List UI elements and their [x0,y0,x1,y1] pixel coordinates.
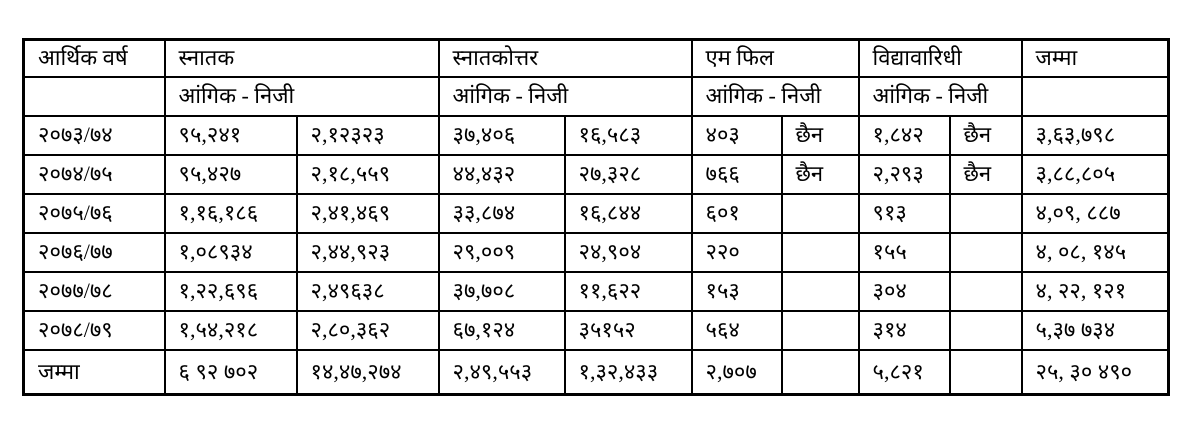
cell-year: २०७५/७६ [22,192,166,234]
table-row-2073-74: २०७३/७४ ९५,२४१ २,१२३२३ ३७,४०६ १६,५८३ ४०३… [22,114,1170,156]
cell-value: ६७,१२४ [437,309,566,351]
header-group-masters: स्नातकोत्तर [437,38,693,78]
cell-year: २०७३/७४ [22,114,166,156]
cell-row-total: २५, ३० ४९० [1020,348,1170,396]
cell-value: १,३२,४३३ [563,348,693,396]
cell-value: १६,५८३ [563,114,693,156]
cell-value: ७६६ [690,153,783,195]
cell-value: ४०३ [690,114,783,156]
cell-value [780,270,860,312]
table-row-grand-total: जम्मा ६ ९२ ७०२ १४,४७,२७४ २,४९,५५३ १,३२,४… [22,348,1170,396]
table-row-2078-79: २०७८/७९ १,५४,२१८ २,८०,३६२ ६७,१२४ ३५१५२ ५… [22,309,1170,351]
header-total: जम्मा [1020,38,1170,78]
cell-value: ३५१५२ [563,309,693,351]
cell-value: १,१६,१८६ [163,192,298,234]
cell-value: ६०१ [690,192,783,234]
cell-value: ३३,८७४ [437,192,566,234]
cell-value [948,192,1023,234]
cell-value: २,४४,९२३ [295,231,440,273]
cell-row-total: ४,०९, ८८७ [1020,192,1170,234]
subheader-phd: आंगिक - निजी [857,75,1023,117]
cell-value [948,231,1023,273]
subheader-bachelor: आंगिक - निजी [163,75,440,117]
cell-value: १६,८४४ [563,192,693,234]
cell-value [780,192,860,234]
cell-value: ४४,४३२ [437,153,566,195]
header-row-sub: आंगिक - निजी आंगिक - निजी आंगिक - निजी आ… [22,75,1170,117]
cell-value: छैन [780,153,860,195]
cell-value: १५५ [857,231,951,273]
subheader-mphil: आंगिक - निजी [690,75,860,117]
cell-value [948,270,1023,312]
cell-total-label: जम्मा [22,348,166,396]
cell-value: ५,८२१ [857,348,951,396]
cell-value: छैन [948,114,1023,156]
cell-value: १४,४७,२७४ [295,348,440,396]
enrollment-table: आर्थिक वर्ष स्नातक स्नातकोत्तर एम फिल वि… [22,38,1170,396]
cell-row-total: ४, ०८, १४५ [1020,231,1170,273]
cell-value: ३१४ [857,309,951,351]
cell-value: १,५४,२१८ [163,309,298,351]
cell-value: ३७,७०८ [437,270,566,312]
cell-value [948,309,1023,351]
cell-value: २,१२३२३ [295,114,440,156]
cell-value [948,348,1023,396]
cell-year: २०७७/७८ [22,270,166,312]
cell-value: २,७०७ [690,348,783,396]
cell-row-total: ५,३७ ७३४ [1020,309,1170,351]
header-row-main: आर्थिक वर्ष स्नातक स्नातकोत्तर एम फिल वि… [22,38,1170,78]
cell-value: छैन [780,114,860,156]
cell-value [780,309,860,351]
cell-year: २०७६/७७ [22,231,166,273]
cell-row-total: ३,८८,८०५ [1020,153,1170,195]
header-group-phd: विद्यावारिधी [857,38,1023,78]
cell-year: २०७८/७९ [22,309,166,351]
header-empty-right [1020,75,1170,117]
cell-value: ५६४ [690,309,783,351]
cell-value: १,०८९३४ [163,231,298,273]
cell-value: २७,३२८ [563,153,693,195]
cell-value: ९१३ [857,192,951,234]
cell-value: २,१८,५५९ [295,153,440,195]
cell-row-total: ३,६३,७९८ [1020,114,1170,156]
cell-year: २०७४/७५ [22,153,166,195]
cell-value: ९५,४२७ [163,153,298,195]
table-row-2076-77: २०७६/७७ १,०८९३४ २,४४,९२३ २९,००९ २४,९०४ २… [22,231,1170,273]
cell-value: छैन [948,153,1023,195]
cell-value [780,348,860,396]
cell-row-total: ४, २२, १२१ [1020,270,1170,312]
cell-value: १,२२,६९६ [163,270,298,312]
cell-value: २,४९६३८ [295,270,440,312]
cell-value: ११,६२२ [563,270,693,312]
cell-value [780,231,860,273]
cell-value: २४,९०४ [563,231,693,273]
cell-value: १५३ [690,270,783,312]
cell-value: २,२९३ [857,153,951,195]
subheader-masters: आंगिक - निजी [437,75,693,117]
header-empty-left [22,75,166,117]
cell-value: ६ ९२ ७०२ [163,348,298,396]
cell-value: २९,००९ [437,231,566,273]
cell-value: ३०४ [857,270,951,312]
table-row-2075-76: २०७५/७६ १,१६,१८६ २,४१,४६९ ३३,८७४ १६,८४४ … [22,192,1170,234]
cell-value: ९५,२४१ [163,114,298,156]
cell-value: २,४९,५५३ [437,348,566,396]
cell-value: २,८०,३६२ [295,309,440,351]
header-fiscal-year: आर्थिक वर्ष [22,38,166,78]
cell-value: १,८४२ [857,114,951,156]
header-group-bachelor: स्नातक [163,38,440,78]
table-row-2074-75: २०७४/७५ ९५,४२७ २,१८,५५९ ४४,४३२ २७,३२८ ७६… [22,153,1170,195]
cell-value: २२० [690,231,783,273]
cell-value: २,४१,४६९ [295,192,440,234]
cell-value: ३७,४०६ [437,114,566,156]
table-row-2077-78: २०७७/७८ १,२२,६९६ २,४९६३८ ३७,७०८ ११,६२२ १… [22,270,1170,312]
header-group-mphil: एम फिल [690,38,860,78]
